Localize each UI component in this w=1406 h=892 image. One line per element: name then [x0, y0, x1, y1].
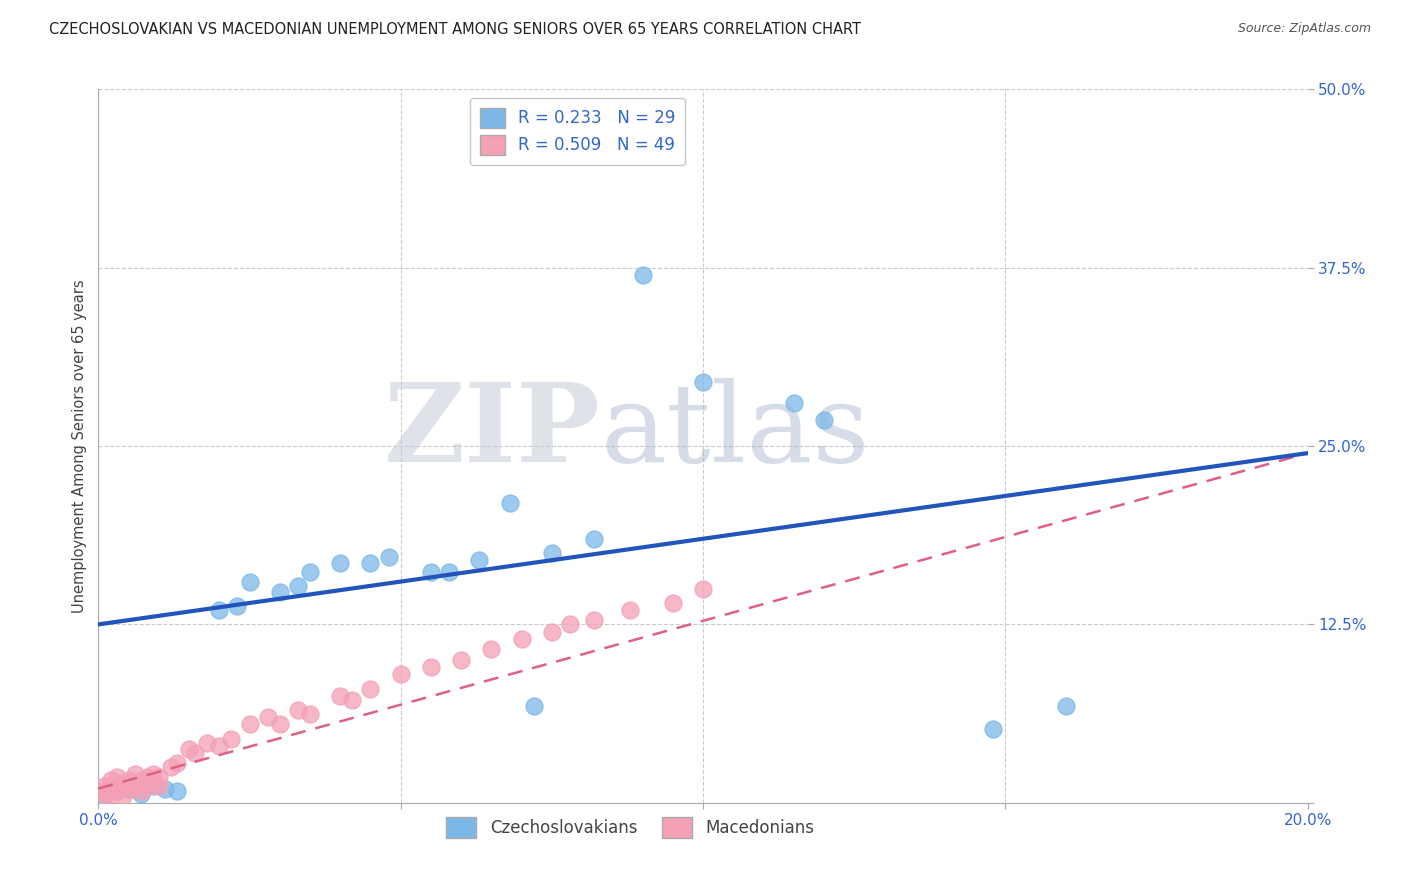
Point — [256, 710, 278, 724]
Point — [160, 760, 183, 774]
Point — [142, 767, 165, 781]
Point — [239, 717, 262, 731]
Legend: Czechoslovakians, Macedonians: Czechoslovakians, Macedonians — [440, 811, 821, 845]
Point — [510, 632, 533, 646]
Point — [450, 653, 472, 667]
Text: CZECHOSLOVAKIAN VS MACEDONIAN UNEMPLOYMENT AMONG SENIORS OVER 65 YEARS CORRELATI: CZECHOSLOVAKIAN VS MACEDONIAN UNEMPLOYME… — [49, 22, 862, 37]
Point — [100, 772, 122, 787]
Point — [226, 599, 249, 613]
Point — [208, 739, 231, 753]
Point — [1054, 698, 1077, 713]
Point — [111, 776, 134, 790]
Point — [118, 781, 141, 796]
Point — [360, 556, 382, 570]
Point — [813, 413, 835, 427]
Point — [105, 784, 128, 798]
Point — [148, 770, 170, 784]
Point — [93, 789, 115, 803]
Point — [692, 375, 714, 389]
Point — [124, 767, 146, 781]
Point — [540, 624, 562, 639]
Point — [179, 741, 201, 756]
Point — [329, 556, 352, 570]
Point — [287, 703, 309, 717]
Point — [783, 396, 806, 410]
Point — [100, 781, 122, 796]
Point — [166, 784, 188, 798]
Point — [661, 596, 683, 610]
Point — [105, 784, 128, 798]
Point — [420, 565, 443, 579]
Point — [342, 693, 364, 707]
Point — [631, 268, 654, 282]
Point — [93, 779, 115, 793]
Point — [105, 770, 128, 784]
Point — [142, 779, 165, 793]
Point — [124, 779, 146, 793]
Point — [153, 781, 176, 796]
Point — [692, 582, 714, 596]
Point — [142, 776, 165, 790]
Point — [558, 617, 581, 632]
Point — [239, 574, 262, 589]
Point — [498, 496, 520, 510]
Point — [166, 756, 188, 770]
Point — [129, 787, 152, 801]
Point — [93, 784, 115, 798]
Y-axis label: Unemployment Among Seniors over 65 years: Unemployment Among Seniors over 65 years — [72, 279, 87, 613]
Point — [148, 779, 170, 793]
Point — [221, 731, 243, 746]
Point — [287, 579, 309, 593]
Point — [299, 707, 322, 722]
Point — [981, 722, 1004, 736]
Point — [129, 784, 152, 798]
Point — [208, 603, 231, 617]
Point — [195, 736, 218, 750]
Point — [129, 772, 152, 787]
Point — [481, 641, 503, 656]
Point — [105, 779, 128, 793]
Point — [619, 603, 641, 617]
Point — [360, 681, 382, 696]
Point — [184, 746, 207, 760]
Point — [420, 660, 443, 674]
Point — [118, 781, 141, 796]
Point — [269, 584, 291, 599]
Point — [583, 532, 606, 546]
Text: Source: ZipAtlas.com: Source: ZipAtlas.com — [1237, 22, 1371, 36]
Point — [111, 789, 134, 803]
Text: ZIP: ZIP — [384, 378, 600, 485]
Point — [389, 667, 412, 681]
Point — [135, 770, 157, 784]
Point — [540, 546, 562, 560]
Point — [100, 787, 122, 801]
Point — [135, 779, 157, 793]
Point — [118, 772, 141, 787]
Point — [299, 565, 322, 579]
Text: atlas: atlas — [600, 378, 870, 485]
Point — [269, 717, 291, 731]
Point — [93, 790, 115, 805]
Point — [377, 550, 399, 565]
Point — [468, 553, 491, 567]
Point — [437, 565, 460, 579]
Point — [329, 689, 352, 703]
Point — [583, 613, 606, 627]
Point — [523, 698, 546, 713]
